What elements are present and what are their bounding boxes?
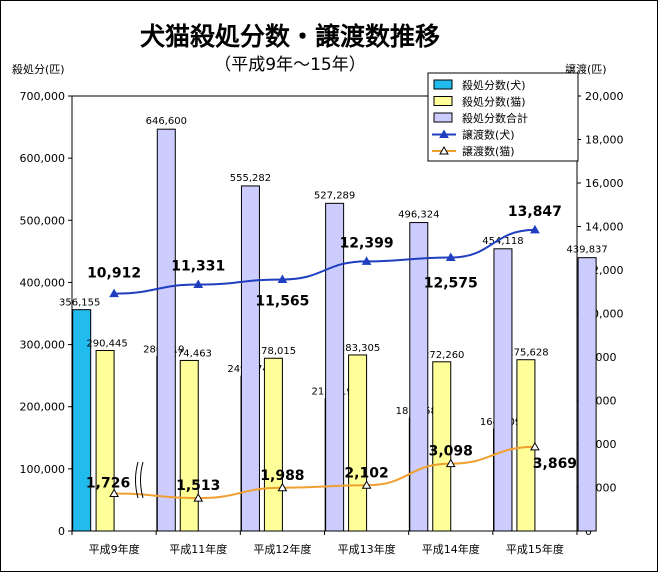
legend-entry: 譲渡数(猫) [462, 144, 515, 158]
bar-total [493, 248, 513, 532]
line-value-label: 3,098 [429, 444, 473, 460]
line-marker [277, 482, 288, 492]
legend-marker [439, 129, 449, 138]
legend-entry: 殺処分数(猫) [462, 95, 526, 109]
bar-value-label: 272,260 [423, 350, 464, 361]
bar-value-label: 278,015 [255, 346, 296, 357]
bar-cat [432, 361, 452, 532]
x-tick-label: 平成15年度 [506, 542, 564, 556]
x-tick-label: 平成12年度 [253, 542, 311, 556]
legend-marker [439, 145, 449, 155]
line-value-label: 10,912 [87, 266, 141, 282]
x-tick-label: 平成14年度 [422, 542, 480, 556]
line-marker [361, 256, 372, 265]
bar-value-label: 555,282 [230, 173, 271, 184]
bar-dog [72, 309, 92, 532]
legend-swatch [433, 96, 453, 106]
y-left-tick-label: 500,000 [20, 214, 66, 227]
legend-swatch [433, 112, 453, 123]
bar-value-label: 275,628 [507, 348, 548, 359]
bar-cat [348, 354, 368, 532]
bar-value-label: 527,289 [314, 190, 355, 201]
bar-value-label: 454,118 [482, 236, 523, 247]
line-marker [193, 493, 204, 502]
line-marker [109, 488, 119, 497]
y-left-tick-label: 400,000 [20, 276, 66, 289]
y-left-tick-label: 200,000 [20, 401, 66, 414]
y-left-tick-label: 700,000 [20, 90, 66, 103]
y-right-tick-label: 18,000 [585, 134, 624, 147]
bar-value-label: 283,305 [339, 343, 380, 354]
legend-swatch [433, 79, 453, 90]
y-left-tick-label: 0 [58, 525, 65, 538]
line-marker [445, 252, 456, 261]
line-value-label: 3,869 [533, 456, 577, 472]
line-dog-adoption [114, 228, 535, 295]
line-value-label: 11,331 [171, 259, 225, 275]
line-value-label: 1,513 [176, 478, 220, 494]
legend-entry: 殺処分数(犬) [462, 78, 526, 92]
line-value-label: 12,575 [424, 275, 478, 291]
plot-box [71, 95, 578, 532]
line-value-label: 12,399 [340, 235, 394, 251]
line-marker [277, 274, 288, 283]
bar-total [240, 185, 260, 532]
chart-subtitle: （平成9年〜15年） [214, 55, 365, 75]
bar-value-label: 274,463 [171, 348, 212, 359]
line-value-label: 13,847 [508, 204, 562, 220]
legend-entry: 殺処分数合計 [462, 111, 528, 125]
x-tick-label: 平成9年度 [89, 542, 140, 556]
y-axis-left-label: 殺処分(匹) [12, 62, 65, 76]
bar-total [409, 222, 429, 532]
line-marker [445, 458, 456, 468]
legend-entry: 譲渡数(犬) [462, 128, 515, 142]
x-tick-label: 平成11年度 [169, 542, 227, 556]
bar-cat [516, 359, 536, 532]
plot-area: 700,000 600,000 500,000 400,000 300,000 200,0… [20, 90, 624, 556]
bar-value-label: 646,600 [146, 116, 187, 127]
bar-cat [263, 357, 283, 532]
line-value-label: 11,565 [255, 293, 309, 309]
axis-break-mark [135, 461, 144, 499]
bar-total [577, 257, 597, 532]
y-left-tick-label: 600,000 [20, 152, 66, 165]
bar-total [325, 202, 345, 532]
bar-value-label: 496,324 [398, 210, 439, 221]
bar-value-label: 356,155 [59, 298, 100, 309]
line-cat-adoption [114, 445, 535, 500]
bar-total [156, 128, 176, 532]
bar-cat [95, 350, 115, 532]
line-value-label: 1,988 [260, 468, 304, 484]
line-marker [361, 480, 372, 489]
y-right-tick-label: 20,000 [585, 90, 624, 103]
line-marker [193, 279, 204, 289]
y-right-tick-label: 16,000 [585, 177, 624, 190]
bar-value-label: 290,445 [86, 339, 127, 350]
y-right-tick-label: 14,000 [585, 221, 624, 234]
line-marker [530, 441, 540, 451]
x-tick-label: 平成13年度 [338, 542, 396, 556]
chart-title: 犬猫殺処分数・譲渡数推移 [140, 22, 440, 51]
line-marker [109, 288, 119, 298]
bar-value-label: 439,837 [566, 245, 607, 256]
line-value-label: 1,726 [86, 475, 130, 491]
line-marker [530, 224, 540, 234]
line-value-label: 2,102 [344, 465, 388, 481]
legend-box [427, 72, 579, 162]
bar-cat [179, 359, 199, 532]
y-left-tick-label: 100,000 [20, 463, 66, 476]
y-left-tick-label: 300,000 [20, 339, 66, 352]
